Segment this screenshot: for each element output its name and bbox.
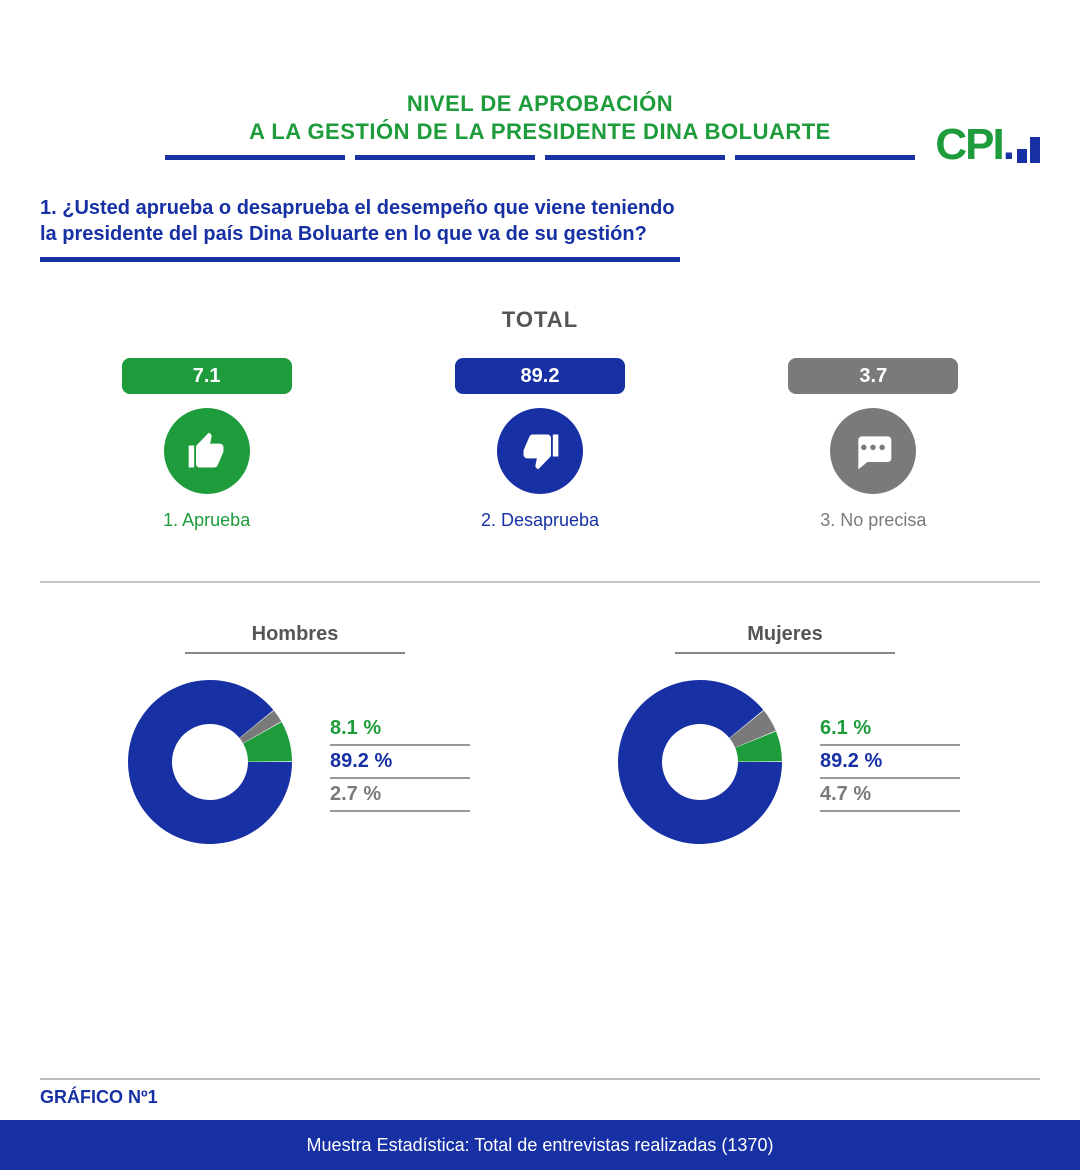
total-heading: TOTAL xyxy=(0,307,1080,333)
noanswer-label: 3. No precisa xyxy=(820,510,926,531)
total-noanswer: 3.7 3. No precisa xyxy=(727,358,1020,531)
legend-approve: 8.1 % xyxy=(330,713,470,746)
disapprove-value-pill: 89.2 xyxy=(455,358,625,394)
thumbs-up-icon xyxy=(164,408,250,494)
legend-approve: 6.1 % xyxy=(820,713,960,746)
thumbs-down-icon xyxy=(497,408,583,494)
cpi-logo: CPI. xyxy=(935,120,1040,170)
question-line-1: 1. ¿Usted aprueba o desaprueba el desemp… xyxy=(40,195,1040,221)
speech-icon xyxy=(830,408,916,494)
disapprove-label: 2. Desaprueba xyxy=(481,510,599,531)
title-line-1: NIVEL DE APROBACIÓN xyxy=(0,90,1080,118)
survey-question: 1. ¿Usted aprueba o desaprueba el desemp… xyxy=(40,195,1040,247)
donut-mujeres-legend: 6.1 % 89.2 % 4.7 % xyxy=(820,713,960,812)
donut-mujeres-chart xyxy=(610,672,790,852)
donut-hombres-chart xyxy=(120,672,300,852)
footer-text: Muestra Estadística: Total de entrevista… xyxy=(307,1135,774,1156)
donut-hombres: Hombres 8.1 % 89.2 % 2.7 % xyxy=(100,623,490,852)
question-underline xyxy=(40,257,680,262)
chart-number-label: GRÁFICO Nº1 xyxy=(40,1087,158,1108)
donuts-row: Hombres 8.1 % 89.2 % 2.7 % Mujeres 6.1 %… xyxy=(100,623,980,852)
total-disapprove: 89.2 2. Desaprueba xyxy=(393,358,686,531)
totals-row: 7.1 1. Aprueba 89.2 2. Desaprueba 3.7 3.… xyxy=(60,358,1020,531)
page-title: NIVEL DE APROBACIÓN A LA GESTIÓN DE LA P… xyxy=(0,90,1080,160)
noanswer-value-pill: 3.7 xyxy=(788,358,958,394)
donut-mujeres: Mujeres 6.1 % 89.2 % 4.7 % xyxy=(590,623,980,852)
legend-noanswer: 2.7 % xyxy=(330,779,470,812)
section-divider xyxy=(40,581,1040,583)
donut-hombres-legend: 8.1 % 89.2 % 2.7 % xyxy=(330,713,470,812)
donut-mujeres-title: Mujeres xyxy=(590,623,980,646)
title-underline xyxy=(0,155,1080,160)
title-line-2: A LA GESTIÓN DE LA PRESIDENTE DINA BOLUA… xyxy=(0,118,1080,146)
total-approve: 7.1 1. Aprueba xyxy=(60,358,353,531)
approve-label: 1. Aprueba xyxy=(163,510,250,531)
legend-disapprove: 89.2 % xyxy=(330,746,470,779)
donut-hombres-title: Hombres xyxy=(100,623,490,646)
legend-disapprove: 89.2 % xyxy=(820,746,960,779)
legend-noanswer: 4.7 % xyxy=(820,779,960,812)
approve-value-pill: 7.1 xyxy=(122,358,292,394)
footer-bar: Muestra Estadística: Total de entrevista… xyxy=(0,1120,1080,1170)
question-line-2: la presidente del país Dina Boluarte en … xyxy=(40,221,1040,247)
